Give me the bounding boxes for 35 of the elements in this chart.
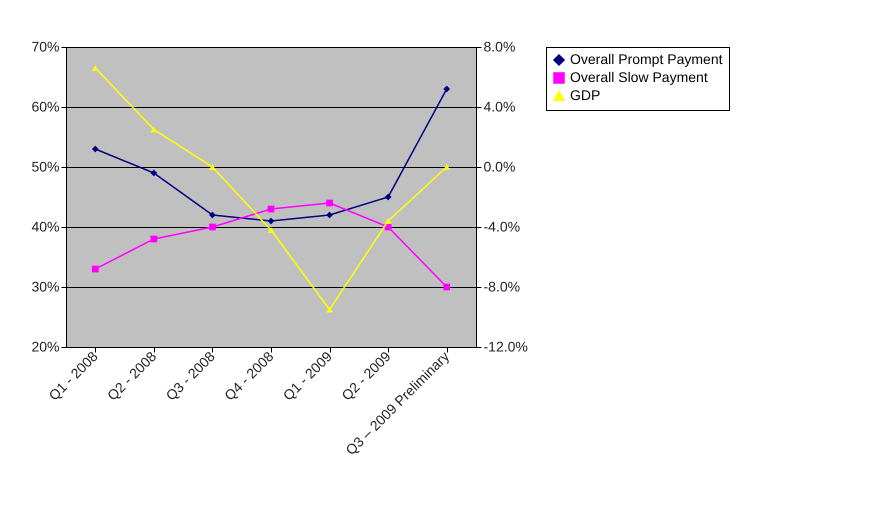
point: [150, 126, 158, 132]
point: [150, 236, 158, 242]
point: [326, 212, 333, 218]
point: [443, 164, 450, 170]
point: [92, 266, 99, 272]
y-tick-label: 50%: [31, 158, 60, 174]
point: [268, 227, 274, 233]
point: [443, 86, 450, 92]
point: [326, 306, 333, 312]
point: [92, 146, 99, 152]
point: [443, 284, 450, 290]
point: [384, 194, 392, 200]
legend-label: Overall Slow Payment: [570, 69, 708, 85]
y2-tick-label: 8.0%: [484, 38, 516, 54]
y-tick-label: 30%: [31, 278, 60, 294]
point: [326, 200, 333, 206]
y2-tick-label: -8.0%: [484, 278, 520, 294]
point: [92, 65, 99, 71]
y-tick-label: 20%: [31, 338, 60, 354]
point: [268, 206, 274, 212]
y2-tick-label: 4.0%: [484, 98, 516, 114]
y-tick-label: 40%: [31, 218, 60, 234]
y2-tick-label: -4.0%: [484, 218, 520, 234]
point: [268, 218, 274, 224]
point: [150, 170, 158, 176]
legend-label: Overall Prompt Payment: [570, 51, 723, 67]
y2-tick-label: 0.0%: [484, 158, 516, 174]
point: [209, 212, 216, 218]
point: [209, 164, 216, 170]
point: [384, 218, 392, 224]
y-tick-label: 70%: [31, 38, 60, 54]
y2-tick-label: -12.0%: [484, 338, 528, 354]
point: [209, 224, 216, 230]
y-tick-label: 60%: [31, 98, 60, 114]
legend-label: GDP: [570, 87, 600, 103]
